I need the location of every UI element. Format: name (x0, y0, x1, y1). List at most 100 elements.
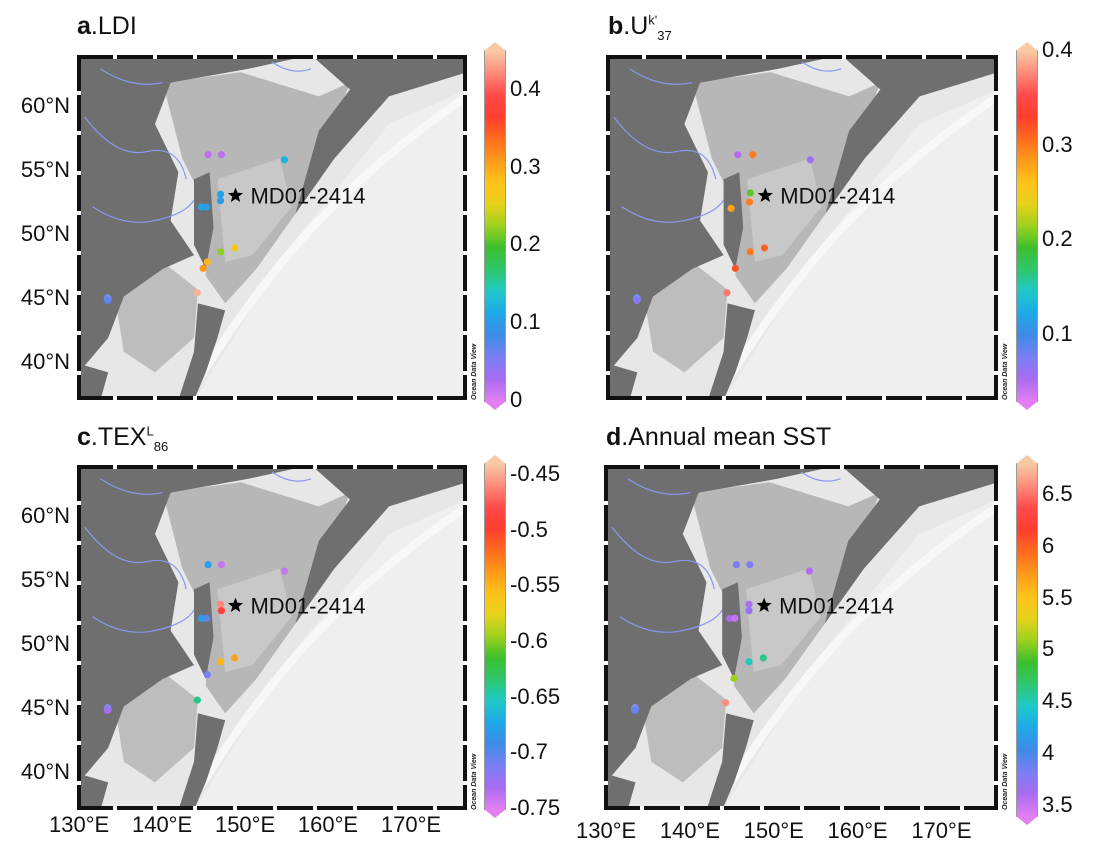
map-frame (606, 55, 998, 59)
sample-site-point (723, 289, 731, 297)
core-site-star-icon (227, 597, 244, 612)
sample-site-point (199, 264, 207, 272)
colorbar-tick-label: -0.55 (510, 572, 561, 598)
latitude-tick-label: 40°N (20, 348, 70, 374)
colorbar-tick-label: -0.75 (510, 795, 561, 820)
colorbar-tick-label: 3.5 (1042, 791, 1073, 817)
colorbar-top-arrow (484, 455, 506, 464)
panel-letter: d (606, 423, 622, 451)
map-frame (606, 396, 998, 400)
sample-site-point (231, 654, 239, 662)
sample-site-point (745, 658, 753, 666)
sample-site-point (805, 567, 813, 575)
colorbar-tick-label: 5 (1042, 636, 1055, 662)
latitude-tick-label: 50°N (20, 630, 70, 656)
sample-site-point (203, 258, 211, 266)
colorbar-tick-label: 0.2 (510, 231, 541, 257)
colorbar-tick-label: 0.2 (1042, 226, 1073, 252)
sample-site-point (745, 607, 753, 615)
colorbar-tick-label: -0.45 (510, 461, 561, 487)
odv-watermark: Ocean Data View (1002, 753, 1009, 810)
sample-site-point (217, 561, 225, 569)
map-frame (994, 55, 998, 400)
odv-watermark: Ocean Data View (471, 343, 478, 400)
sample-site-point (202, 614, 211, 622)
map-frame (463, 55, 467, 400)
sample-site-point (746, 561, 754, 569)
sample-site-point (104, 296, 112, 304)
sample-site-point (193, 696, 201, 704)
map-frame (604, 465, 998, 469)
map-frame (77, 55, 81, 400)
panel-variable-sub: 86 (153, 439, 169, 454)
sample-site-point (806, 156, 814, 164)
latitude-tick-label: 55°N (20, 567, 70, 592)
sample-site-point (734, 151, 742, 159)
sample-site-point (727, 204, 735, 212)
map-frame (77, 465, 467, 469)
colorbar-tick-label: -0.5 (510, 516, 548, 542)
panel-tex86: c.TEXL86 MD01-2414 Ocean Data View 60°N 55°N… (0, 423, 560, 846)
longitude-tick-label: 130°E (49, 812, 110, 837)
colorbar-tick-label: 0.1 (1042, 320, 1073, 346)
sample-site-point (760, 244, 769, 252)
colorbar-tick-label: -0.6 (510, 628, 548, 654)
panel-variable-sup: k' (648, 12, 658, 28)
colorbar-bottom-arrow (484, 809, 506, 818)
map-area: MD01-2414 (606, 55, 998, 400)
map-area: MD01-2414 (604, 465, 998, 810)
colorbar (484, 42, 506, 410)
odv-watermark: Ocean Data View (1002, 343, 1009, 400)
latitude-tick-label: 50°N (20, 220, 70, 246)
core-site-star-icon (227, 187, 244, 202)
panel-letter: b (608, 12, 624, 40)
map-frame (77, 806, 467, 810)
longitude-tick-label: 150°E (743, 818, 804, 843)
longitude-tick-label: 170°E (911, 818, 972, 843)
latitude-tick-label: 60°N (20, 93, 70, 119)
core-site-star-icon (756, 597, 772, 612)
map-area: MD01-2414 (77, 55, 467, 400)
sample-site-point (197, 614, 206, 622)
latitude-tick-label: 45°N (20, 694, 70, 720)
colorbar-tick-label: 0.3 (510, 153, 541, 179)
colorbar-tick-label: 4 (1042, 739, 1055, 765)
sample-site-point (216, 600, 225, 608)
colorbar-top-arrow (1016, 455, 1038, 464)
panel-title: c.TEXL86 (77, 423, 169, 454)
map-frame (77, 55, 467, 59)
sample-site-point (216, 248, 225, 256)
core-site-star-icon (757, 187, 773, 202)
panel-title: a.LDI (77, 12, 137, 40)
colorbar-tick-label: 0 (510, 387, 523, 412)
map-frame (604, 806, 998, 810)
map-frame (463, 465, 467, 810)
sample-site-point (280, 156, 289, 164)
map-frame (77, 465, 81, 810)
sample-site-point (746, 189, 754, 197)
colorbar-tick-label: 6 (1042, 532, 1055, 558)
odv-watermark: Ocean Data View (471, 753, 478, 810)
colorbar (1016, 42, 1038, 410)
map-canvas: MD01-2414 (606, 55, 998, 400)
colorbar-top-arrow (484, 42, 506, 51)
sample-site-point (217, 151, 225, 159)
panel-title: d.Annual mean SST (606, 423, 832, 451)
map-canvas: MD01-2414 (77, 55, 467, 400)
sample-site-point (633, 296, 641, 304)
sample-site-point (631, 706, 639, 714)
panel-variable-name: U (630, 12, 649, 40)
colorbar-top-arrow (1016, 42, 1038, 51)
colorbar (484, 455, 506, 818)
sample-site-point (731, 264, 739, 272)
panel-variable-sub: 37 (657, 28, 672, 43)
sample-site-point (203, 670, 211, 679)
sample-site-point (731, 614, 739, 622)
sample-site-point (216, 197, 225, 205)
colorbar-tick-label: 6.5 (1042, 481, 1073, 507)
colorbar-tick-label: 4.5 (1042, 688, 1073, 714)
latitude-tick-label: 55°N (20, 157, 70, 182)
sample-site-point (204, 151, 212, 159)
sample-site-point (721, 699, 730, 707)
colorbar-tick-label: 5.5 (1042, 584, 1073, 610)
